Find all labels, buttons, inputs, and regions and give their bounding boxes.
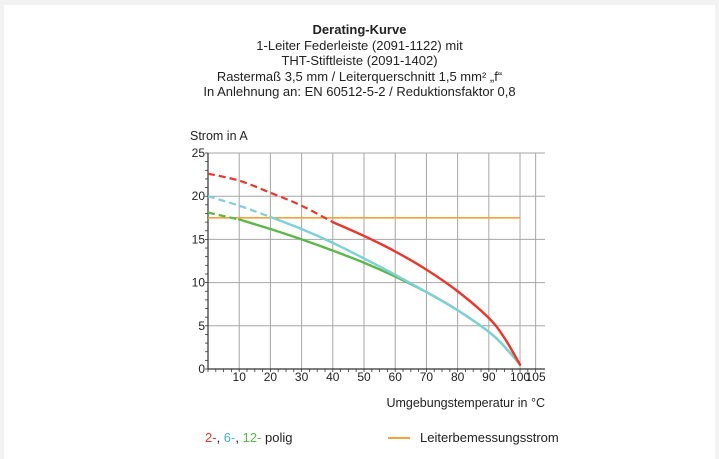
legend-polig-part: 6- [223,430,236,445]
y-axis-label: Strom in A [190,129,248,143]
chart-title-block: Derating-Kurve 1-Leiter Federleiste (209… [0,22,719,100]
series-line-dashed [207,211,240,221]
x-tick-label: 40 [326,370,340,384]
x-tick-label: 30 [295,370,309,384]
x-tick-label: 20 [264,370,278,384]
y-tick-label: 15 [192,232,206,246]
x-tick-label: 50 [357,370,371,384]
x-tick-label: 10 [233,370,247,384]
chart-subtitle-1: 1-Leiter Federleiste (2091-1122) mit [256,37,463,53]
legend-polig-part: , [235,430,243,445]
legend-polig-part: polig [261,430,293,445]
chart-subtitle-2: THT-Stiftleiste (2091-1402) [281,53,438,68]
chart-card [4,5,715,459]
y-tick-label: 20 [192,189,206,203]
chart-title: Derating-Kurve [312,22,407,37]
y-tick-label: 5 [198,319,205,333]
legend-polig-part: , [216,430,224,445]
x-tick-label: 60 [389,370,403,384]
y-tick-label: 10 [192,276,206,290]
axes [205,152,545,372]
x-tick-label: 100 [510,370,530,384]
grid [208,152,545,369]
series-line [269,215,522,366]
x-axis-label: Umgebungstemperatur in °C [386,396,545,410]
legend-polig-part: 12- [242,430,262,445]
y-tick-labels: 0 5 10 15 20 25 [192,146,206,376]
series-line [238,218,522,366]
chart-subtitle-4: In Anlehnung an: EN 60512-5-2 / Reduktio… [203,84,516,99]
chart-subtitle-3: Rastermaß 3,5 mm / Leiterquerschnitt 1,5… [216,68,503,84]
x-tick-label: 105 [526,370,546,384]
series-line-dashed [207,195,271,218]
y-tick-label: 25 [192,146,206,160]
legend-rated-current-label: Leiterbemessungsstrom [420,430,559,445]
x-tick-label: 70 [420,370,434,384]
legend-polig: 2-, 6-, 12- polig [205,430,292,445]
x-tick-label: 90 [482,370,496,384]
series-line-dashed [207,172,334,224]
series-line [331,220,522,366]
y-tick-label: 0 [198,362,205,376]
series-lines [207,172,522,366]
x-tick-label: 80 [451,370,465,384]
legend-polig-part: 2- [205,430,217,445]
legend-rated-current: Leiterbemessungsstrom [388,430,559,445]
legend-rated-current-swatch [388,436,410,439]
